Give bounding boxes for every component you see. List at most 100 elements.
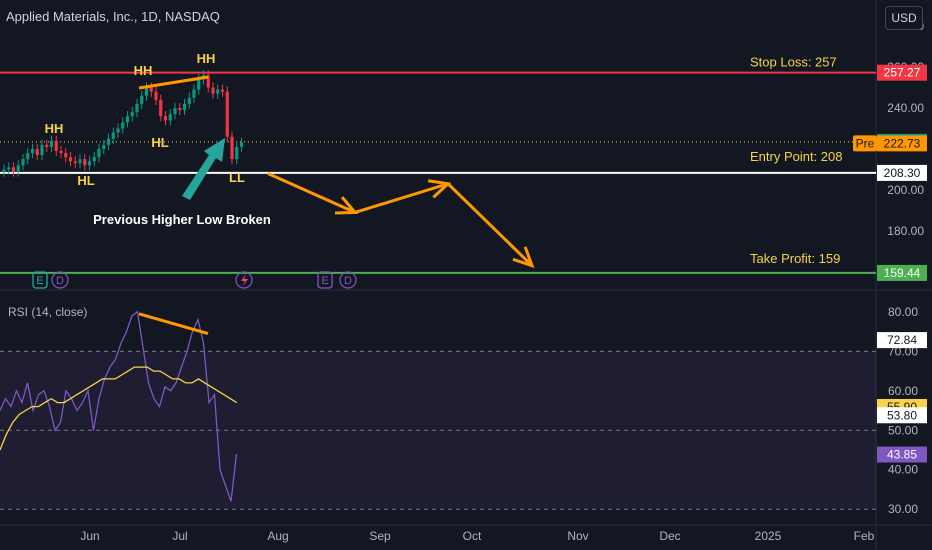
rsi-tick-label: 60.00 xyxy=(888,384,918,398)
candle-body xyxy=(54,140,58,151)
rsi-tag-white xyxy=(877,407,927,424)
candle-body xyxy=(111,132,115,139)
time-tick-label: Aug xyxy=(267,529,288,543)
dividend-event-icon[interactable] xyxy=(339,271,357,289)
candle-body xyxy=(182,103,187,111)
candle-body xyxy=(40,144,44,156)
candle-body xyxy=(163,116,168,121)
time-tick-label: Dec xyxy=(659,529,680,543)
candle-body xyxy=(239,142,244,147)
level-label-tp: Take Profit: 159 xyxy=(750,251,840,266)
candle-body xyxy=(144,87,149,96)
candle-body xyxy=(26,153,30,160)
candle-body xyxy=(11,167,16,172)
event-letter: D xyxy=(344,275,352,287)
rsi-tag-label: 53.80 xyxy=(887,408,917,422)
candle-body xyxy=(59,151,63,154)
price-tag-tp xyxy=(877,264,927,281)
candle-body xyxy=(216,89,220,94)
candle-body xyxy=(187,97,191,104)
rsi-tick-label: 50.00 xyxy=(888,423,918,437)
price-tick-label: 180.00 xyxy=(887,224,924,238)
price-divergence-line xyxy=(138,75,209,90)
candle-body xyxy=(106,138,111,145)
break-arrow xyxy=(182,138,225,200)
swing-label: LL xyxy=(229,170,245,185)
swing-label: HL xyxy=(77,173,94,188)
projection-segment xyxy=(446,182,534,267)
price-tick-label: 240.00 xyxy=(887,101,924,115)
dividend-event-icon[interactable] xyxy=(51,271,69,289)
event-letter: E xyxy=(321,275,328,287)
candle-body xyxy=(2,169,6,172)
price-tag-stop xyxy=(877,64,927,81)
candle-body xyxy=(206,75,210,88)
projection-segment xyxy=(354,182,449,214)
projection-arrowhead xyxy=(334,196,359,215)
rsi-label: RSI (14, close) xyxy=(8,305,88,319)
level-label-entry: Entry Point: 208 xyxy=(750,149,843,164)
candle-body xyxy=(102,144,106,149)
candle-body xyxy=(35,148,39,156)
swing-label: HH xyxy=(45,121,64,136)
candle-body xyxy=(197,79,201,90)
annotation-previous-higher-low: Previous Higher Low Broken xyxy=(93,212,271,227)
candle-body xyxy=(78,159,82,164)
candle-body xyxy=(92,157,96,162)
candle-body xyxy=(173,108,177,115)
candle-body xyxy=(97,148,101,158)
candle-body xyxy=(30,148,35,154)
symbol-title: Applied Materials, Inc., 1D, NASDAQ xyxy=(6,9,220,24)
price-tag-pre xyxy=(877,135,927,152)
candle-body xyxy=(135,103,139,113)
candle-body xyxy=(73,161,77,164)
candle-body xyxy=(49,140,54,147)
projection-arrowhead xyxy=(428,179,452,199)
pre-market-badge-label: Pre xyxy=(856,136,875,150)
price-tag-label: 159.44 xyxy=(884,266,921,280)
candle-body xyxy=(154,91,158,100)
rsi-tag-label: 43.85 xyxy=(887,448,917,462)
rsi-tag-label: 72.84 xyxy=(887,333,917,347)
candle-body xyxy=(159,99,163,117)
currency-button[interactable]: USD xyxy=(885,6,923,30)
earnings-event-icon[interactable] xyxy=(32,271,48,289)
candle-body xyxy=(64,153,68,158)
earnings-event-icon[interactable] xyxy=(317,271,333,289)
candle-body xyxy=(16,165,20,172)
candle-body xyxy=(225,91,229,137)
price-tag-label: 208.30 xyxy=(884,166,921,180)
candle-body xyxy=(230,136,234,160)
candle-body xyxy=(178,108,182,111)
time-tick-label: 2025 xyxy=(755,529,782,543)
candle-body xyxy=(68,157,73,162)
candle-body xyxy=(21,159,25,166)
candle-body xyxy=(83,159,87,166)
swing-label: HH xyxy=(134,63,153,78)
candle-body xyxy=(45,144,49,147)
candle-body xyxy=(130,112,134,117)
price-tick-label: 200.00 xyxy=(887,183,924,197)
rsi-line xyxy=(0,310,238,502)
level-label-stop: Stop Loss: 257 xyxy=(750,55,837,70)
swing-label: HL xyxy=(151,135,168,150)
candle-body xyxy=(149,87,153,92)
candle-body xyxy=(192,89,196,98)
candle-body xyxy=(168,114,172,121)
projection-segment xyxy=(267,172,356,214)
pre-market-badge xyxy=(853,135,877,152)
time-tick-label: Sep xyxy=(369,529,391,543)
swing-label: HH xyxy=(197,51,216,66)
candle-body xyxy=(211,87,215,94)
time-tick-label: Jun xyxy=(80,529,99,543)
rsi-tick-label: 40.00 xyxy=(888,463,918,477)
rsi-tick-label: 80.00 xyxy=(888,305,918,319)
candle-body xyxy=(87,161,92,166)
split-event-icon[interactable] xyxy=(235,271,253,289)
price-tag-label: 222.73 xyxy=(884,136,921,150)
rsi-tag-white xyxy=(877,332,927,349)
time-tick-label: Oct xyxy=(463,529,482,543)
time-tick-label: Jul xyxy=(172,529,187,543)
candle-body xyxy=(116,128,120,133)
